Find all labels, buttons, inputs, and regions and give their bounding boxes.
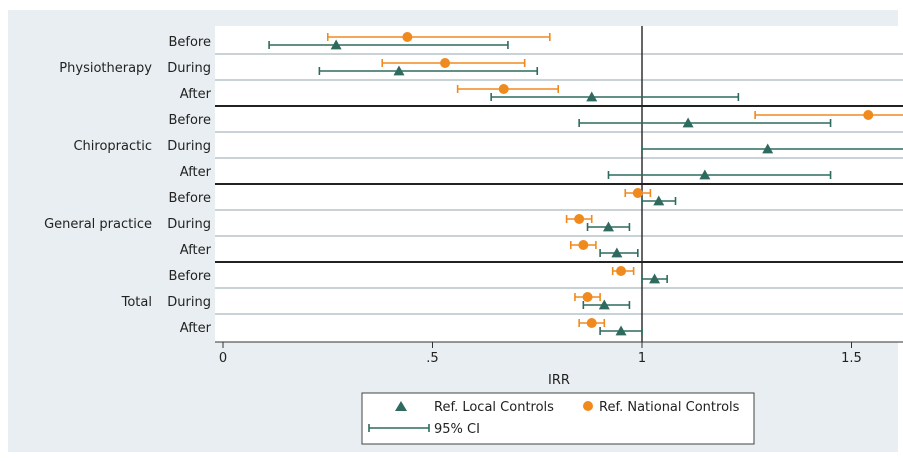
circle-marker [402,32,413,42]
circle-marker [582,292,593,302]
period-label: Before [168,191,211,206]
triangle-marker [615,325,627,336]
triangle-marker [611,247,623,258]
legend-circle-icon [583,401,593,411]
period-label: After [180,321,212,336]
circle-marker [574,214,585,224]
circle-marker [616,266,627,276]
period-label: After [180,243,212,258]
period-label: During [167,139,211,154]
period-label: During [167,217,211,232]
x-axis: 0.511.522.5 [215,341,903,366]
group-label: Total [121,295,152,310]
x-tick-label: 1.5 [841,351,862,366]
group-separators [215,105,903,263]
triangle-marker [649,273,661,284]
circle-marker [863,110,874,120]
triangle-marker [602,221,614,232]
circle-marker [578,240,589,250]
period-label: During [167,61,211,76]
y-axis-labels: Before During After Physiotherapy Before Duri… [44,35,212,336]
group-label: Chiropractic [73,139,152,154]
group-label: General practice [44,217,152,232]
period-label: Before [168,35,211,50]
period-label: After [180,165,212,180]
x-tick-label: 0 [219,351,227,366]
point-markers [330,32,874,336]
circle-marker [498,84,509,94]
triangle-marker [682,117,694,128]
circle-marker [440,58,451,68]
period-label: During [167,295,211,310]
x-tick-label: 1 [638,351,646,366]
triangle-marker [699,169,711,180]
legend: Ref. Local Controls Ref. National Control… [361,392,755,445]
legend-label-local: Ref. Local Controls [434,400,554,415]
legend-box [361,392,755,445]
row-separators [215,53,903,315]
triangle-marker [598,299,610,310]
period-label: After [180,87,212,102]
legend-label-ci: 95% CI [434,422,480,437]
legend-label-national: Ref. National Controls [599,400,740,415]
triangle-marker [653,195,665,206]
confidence-intervals [268,33,903,335]
triangle-marker [586,91,598,102]
period-label: Before [168,113,211,128]
legend-triangle-icon [395,401,407,411]
group-label: Physiotherapy [59,61,152,76]
x-axis-label: IRR [548,373,570,388]
period-label: Before [168,269,211,284]
x-tick-label: .5 [426,351,438,366]
triangle-marker [393,65,405,76]
triangle-marker [330,39,342,50]
circle-marker [632,188,643,198]
triangle-marker [762,143,774,154]
circle-marker [586,318,597,328]
